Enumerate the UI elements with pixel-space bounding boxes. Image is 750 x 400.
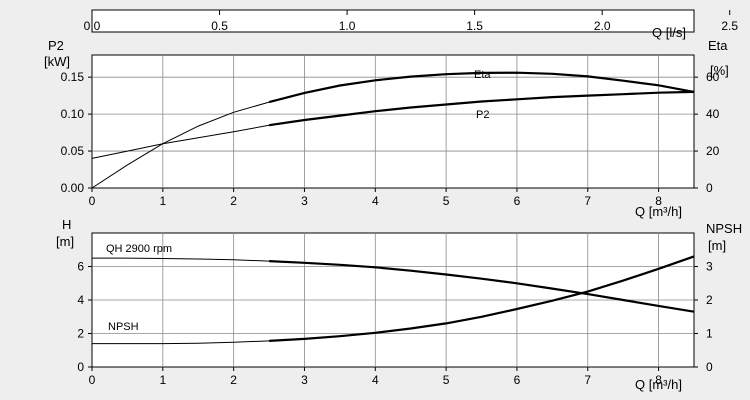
top-panel-ticks: 0 1 2 3 4 5 6 7 8 0.00 0.05 0.10 0.15 0 20 40 60: [61, 70, 720, 208]
npsh-curve-label: NPSH: [108, 321, 139, 333]
bottom-q-m3h-axis-title: Q [m³/h]: [635, 377, 682, 392]
npsh-axis-title: NPSH: [706, 221, 742, 236]
p2-axis-title: P2: [48, 38, 64, 53]
eta-curve-label: Eta: [474, 69, 491, 81]
top-panel-grid: [92, 55, 694, 188]
top-x-tick-label: 6: [514, 194, 521, 208]
bottom-x-tick-label: 6: [514, 373, 521, 387]
bottom-x-tick-label: 7: [584, 373, 591, 387]
top-x-tick-label: 0: [89, 194, 96, 208]
bottom-y-left-tick-label: 6: [77, 260, 84, 274]
top-y-left-tick-label: 0.05: [61, 144, 85, 158]
eta-curve-part-load: [91, 101, 270, 189]
bottom-y-right-tick-label: 0: [706, 360, 713, 374]
bottom-panel-series: [92, 255, 695, 345]
top-y-right-tick-label: 40: [706, 107, 720, 121]
q-ls-tick-label: 0.0: [84, 19, 101, 33]
bottom-x-tick-label: 4: [372, 373, 379, 387]
npsh-curve-part-load: [92, 340, 270, 345]
bottom-x-tick-label: 5: [443, 373, 450, 387]
top-q-m3h-axis-title: Q [m³/h]: [635, 204, 682, 219]
top-x-tick-label: 7: [584, 194, 591, 208]
eta-axis-title: Eta: [708, 38, 728, 53]
p2-curve-operating: [268, 90, 695, 127]
top-ls-axis-band: [91, 9, 695, 33]
eta-curve-operating: [268, 71, 695, 104]
top-y-right-tick-label: 60: [706, 70, 720, 84]
top-x-tick-label: 5: [443, 194, 450, 208]
p2-axis-unit: [kW]: [44, 54, 70, 69]
npsh-axis-unit: [m]: [708, 238, 726, 253]
qh-2900-rpm-curve-part-load: [92, 257, 270, 262]
bottom-y-left-tick-label: 4: [77, 293, 84, 307]
bottom-panel-ticks: 0 1 2 3 4 5 6 7 8 0 2 4 6 0 1 2 3: [77, 260, 713, 388]
top-y-right-tick-label: 0: [706, 181, 713, 195]
top-y-left-tick-label: 0.10: [61, 107, 85, 121]
q-ls-axis-title: Q [l/s]: [652, 25, 686, 40]
top-x-tick-label: 4: [372, 194, 379, 208]
q-ls-tick-label: 0.5: [211, 19, 228, 33]
q-ls-tick-label: 2.0: [594, 19, 611, 33]
bottom-y-right-tick-label: 1: [706, 327, 713, 341]
npsh-curve-operating: [269, 255, 695, 342]
q-ls-tick-label: 1.5: [466, 19, 483, 33]
top-x-tick-label: 2: [230, 194, 237, 208]
h-axis-title: H: [62, 217, 71, 232]
bottom-x-tick-label: 2: [230, 373, 237, 387]
bottom-y-right-tick-label: 3: [706, 260, 713, 274]
bottom-x-tick-label: 8: [655, 373, 662, 387]
qh-curve-label: QH 2900 rpm: [106, 243, 172, 255]
top-panel-series: [91, 71, 695, 189]
top-y-right-tick-label: 20: [706, 144, 720, 158]
bottom-x-tick-label: 0: [89, 373, 96, 387]
bottom-x-tick-label: 1: [159, 373, 166, 387]
bottom-y-right-tick-label: 2: [706, 293, 713, 307]
top-y-left-tick-label: 0.15: [61, 70, 85, 84]
top-x-tick-label: 1: [159, 194, 166, 208]
q-ls-tick-label: 2.5: [721, 19, 738, 33]
p2-curve-part-load: [91, 124, 270, 159]
bottom-x-tick-label: 3: [301, 373, 308, 387]
p2-curve-label: P2: [476, 109, 489, 121]
bottom-y-left-tick-label: 2: [77, 327, 84, 341]
bottom-panel-grid: [92, 233, 694, 367]
h-axis-unit: [m]: [56, 234, 74, 249]
qh-2900-rpm-curve-operating: [269, 260, 695, 313]
q-ls-tick-label: 1.0: [339, 19, 356, 33]
top-x-tick-label: 3: [301, 194, 308, 208]
top-panel-frame: [91, 54, 695, 189]
bottom-y-left-tick-label: 0: [77, 360, 84, 374]
eta-axis-unit: [%]: [710, 63, 729, 78]
top-x-tick-label: 8: [655, 194, 662, 208]
q-ls-axis-ticks: 0.0 0.5 1.0 1.5 2.0 2.5: [84, 10, 738, 33]
top-y-left-tick-label: 0.00: [61, 181, 85, 195]
